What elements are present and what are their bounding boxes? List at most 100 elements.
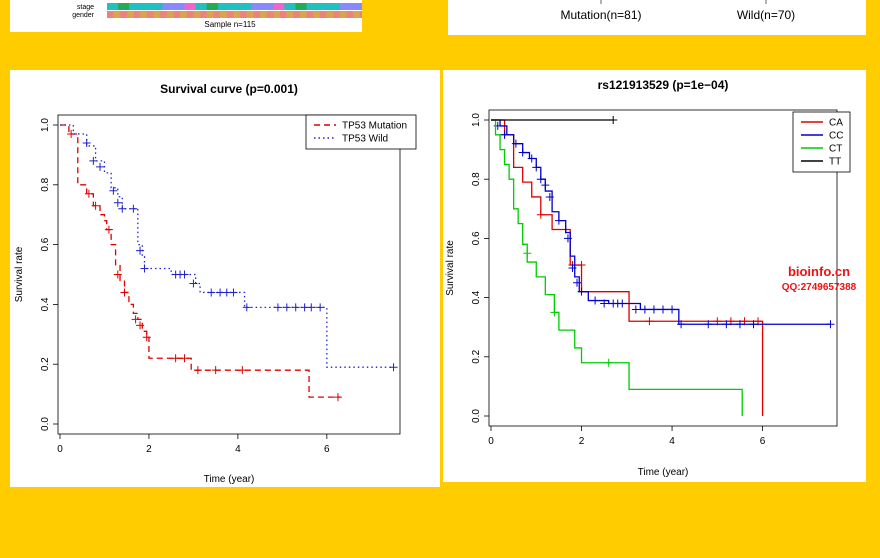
gender-cell — [322, 11, 325, 18]
gender-cell — [171, 11, 174, 18]
gender-cell — [138, 11, 141, 18]
stage-cell — [313, 3, 316, 10]
stage-cell — [342, 3, 345, 10]
censor-mark — [545, 192, 554, 201]
stage-cell — [302, 3, 305, 10]
y-axis-label: Survival rate — [14, 246, 25, 302]
stage-cell — [155, 3, 159, 10]
gender-cell — [151, 11, 154, 18]
stage-cell — [295, 3, 298, 10]
stage-cell — [160, 3, 163, 10]
stage-cell — [359, 3, 362, 10]
stage-cell — [120, 3, 123, 10]
gender-cell — [348, 11, 352, 18]
censor-mark — [91, 201, 100, 210]
gender-cell — [275, 11, 279, 18]
legend-label: TT — [829, 157, 841, 168]
censor-mark — [649, 305, 658, 314]
gender-cell — [115, 11, 119, 18]
series-line-cc — [491, 119, 831, 325]
censor-mark — [222, 288, 231, 297]
stage-cell — [158, 3, 161, 10]
stage-cell — [330, 3, 334, 10]
watermark-qq: QQ:2749657388 — [782, 282, 857, 293]
legend-label: TP53 Wild — [342, 134, 388, 145]
survival-chart-tp53-svg: Survival curve (p=0.001) 0 2 4 6 0.0 0.2 0.4 0.6… — [14, 82, 417, 485]
gender-cell — [355, 11, 358, 18]
stage-cell — [113, 3, 117, 10]
stage-cell — [195, 3, 199, 10]
stage-cell — [253, 3, 256, 10]
censor-mark — [282, 303, 291, 312]
gender-cell — [302, 11, 305, 18]
stage-cell — [153, 3, 157, 10]
gender-cell — [111, 11, 114, 18]
gender-cell — [153, 11, 157, 18]
gender-cell — [224, 11, 228, 18]
censor-mark — [735, 320, 744, 329]
gender-cell — [279, 11, 283, 18]
x-tick-label: 4 — [235, 444, 241, 455]
gender-cell — [304, 11, 307, 18]
gender-cell — [326, 11, 330, 18]
stage-cell — [180, 3, 183, 10]
stage-cell — [304, 3, 307, 10]
stage-cell — [315, 3, 318, 10]
legend-label: CA — [829, 118, 843, 129]
gender-cell — [264, 11, 267, 18]
gender-cell — [353, 11, 356, 18]
stage-cell — [228, 3, 232, 10]
stage-cell — [266, 3, 270, 10]
stage-cell — [293, 3, 296, 10]
x-tick-label: 6 — [760, 436, 766, 447]
gender-cell — [118, 11, 121, 18]
stage-cell — [297, 3, 301, 10]
censor-mark — [316, 303, 325, 312]
gender-cell — [255, 11, 259, 18]
censor-mark — [96, 162, 105, 171]
stage-cell — [235, 3, 239, 10]
boxplot-panel: Mutation(n=81) Wild(n=70) — [448, 0, 866, 35]
gender-cell — [299, 11, 303, 18]
gender-cell — [206, 11, 210, 18]
censor-mark — [563, 234, 572, 243]
censor-mark — [300, 303, 309, 312]
stage-cell — [197, 3, 201, 10]
x-axis-label: Time (year) — [204, 474, 255, 485]
censor-mark — [604, 358, 613, 367]
stage-cell — [251, 3, 254, 10]
censor-mark — [142, 333, 151, 342]
stage-cell — [264, 3, 267, 10]
gender-cell — [140, 11, 143, 18]
stage-cell — [242, 3, 245, 10]
censor-mark — [554, 216, 563, 225]
censor-mark — [136, 246, 145, 255]
stage-cell — [326, 3, 330, 10]
y-tick-label: 0.4 — [471, 290, 482, 304]
gender-cell — [359, 11, 362, 18]
censor-mark — [129, 204, 138, 213]
gender-cell — [222, 11, 225, 18]
gender-cell — [233, 11, 236, 18]
gender-cell — [295, 11, 298, 18]
x-tick-label: 2 — [579, 436, 585, 447]
stage-cell — [115, 3, 119, 10]
stage-cell — [231, 3, 234, 10]
censor-mark — [171, 354, 180, 363]
gender-cell — [242, 11, 245, 18]
gender-cell — [215, 11, 219, 18]
survival-chart-rs121913529: rs121913529 (p=1e−04) 0 2 4 6 0.0 0.2 0.4 0.6 0.8… — [443, 70, 866, 482]
gender-cell — [182, 11, 185, 18]
gender-cell — [319, 11, 323, 18]
gender-cell — [120, 11, 123, 18]
stage-cell — [126, 3, 130, 10]
gender-cell — [193, 11, 196, 18]
stage-cell — [255, 3, 259, 10]
gender-cell — [191, 11, 194, 18]
stage-cell — [273, 3, 276, 10]
row-label-gender: gender — [72, 12, 94, 19]
gender-cell — [189, 11, 192, 18]
censor-mark — [749, 320, 758, 329]
gender-cell — [342, 11, 345, 18]
gender-cell — [333, 11, 336, 18]
